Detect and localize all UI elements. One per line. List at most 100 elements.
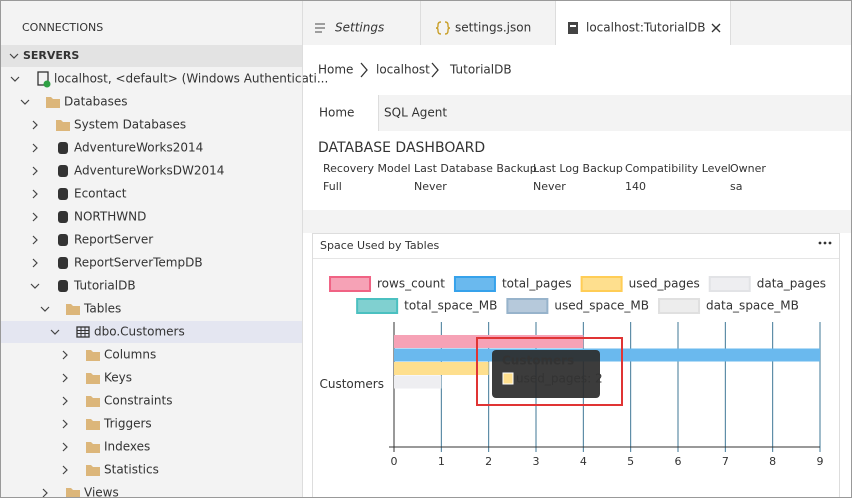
active-subtab[interactable] [303, 95, 378, 131]
dashboard-title: DATABASE DASHBOARD [318, 140, 485, 156]
tree-node[interactable]: TutorialDB [73, 279, 136, 293]
chevron [62, 373, 68, 383]
database-icon [58, 280, 68, 292]
active-tab[interactable] [555, 0, 730, 45]
legend-label: total_pages [502, 277, 572, 291]
more-button[interactable] [818, 241, 832, 245]
chevron [42, 488, 48, 498]
status-dot [43, 80, 51, 88]
tree-node[interactable]: AdventureWorks2014 [74, 141, 203, 155]
property-value: sa [730, 180, 742, 193]
close-button[interactable] [711, 23, 721, 33]
chevron [62, 350, 68, 360]
bar [394, 335, 584, 348]
tab[interactable]: settings.json [455, 21, 531, 35]
tree-node[interactable]: ReportServer [74, 233, 153, 247]
widget-title: Space Used by Tables [320, 239, 439, 252]
y-tick-label: Customers [319, 377, 384, 391]
selected-row [0, 321, 302, 343]
database-icon [58, 188, 68, 200]
subtab[interactable]: SQL Agent [384, 106, 447, 120]
property-value: Never [533, 180, 566, 193]
tree: localhost, <default> (Windows Authentica… [0, 71, 328, 498]
property-value: Full [323, 180, 342, 193]
tree-node[interactable]: Statistics [104, 463, 159, 477]
tree-node[interactable]: System Databases [74, 118, 186, 132]
chevron [62, 465, 68, 475]
tree-node[interactable]: NORTHWND [74, 210, 146, 224]
legend-swatch [329, 276, 372, 292]
folder-icon [86, 373, 100, 384]
subtab[interactable]: Home [319, 106, 354, 120]
chevron [32, 212, 38, 222]
database-icon [58, 234, 68, 246]
breadcrumb[interactable]: TutorialDB [449, 63, 512, 77]
subtab-bar [303, 95, 852, 131]
tree-node[interactable]: ReportServerTempDB [74, 256, 203, 270]
chevron [32, 189, 38, 199]
tree-node[interactable]: Econtact [74, 187, 127, 201]
chevron [50, 329, 60, 335]
settings-icon [315, 23, 325, 33]
x-tick-label: 9 [817, 455, 824, 468]
bar [394, 362, 489, 375]
database-icon [58, 211, 68, 223]
tree-node[interactable]: Triggers [103, 417, 152, 431]
chevron [32, 120, 38, 130]
tree-node[interactable]: Indexes [104, 440, 150, 454]
property-label: Owner [730, 162, 766, 175]
sidebar-title: CONNECTIONS [22, 21, 103, 34]
breadcrumb-chevron [431, 62, 439, 78]
x-tick-label: 4 [580, 455, 587, 468]
chevron [20, 99, 30, 105]
db-tab-icon [568, 22, 578, 34]
tree-node[interactable]: Tables [83, 302, 121, 316]
legend-swatch [658, 298, 701, 314]
legend-label: total_space_MB [404, 299, 497, 313]
tree-node[interactable]: Constraints [104, 394, 172, 408]
server-icon [37, 71, 49, 86]
tree-node[interactable]: Views [84, 486, 119, 498]
folder-icon [86, 396, 100, 407]
breadcrumb[interactable]: localhost [376, 63, 430, 77]
database-icon [58, 165, 68, 177]
chevron [32, 166, 38, 176]
legend-label: rows_count [377, 277, 445, 291]
chevron [32, 143, 38, 153]
x-tick-label: 6 [675, 455, 682, 468]
tree-node[interactable]: Keys [104, 371, 132, 385]
tree-node[interactable]: localhost, <default> (Windows Authentica… [54, 72, 328, 86]
table-icon [76, 326, 90, 338]
property-label: Recovery Model [323, 162, 411, 175]
chevron [9, 53, 19, 59]
tab[interactable]: localhost:TutorialDB [586, 21, 706, 35]
section-header[interactable] [0, 45, 302, 67]
tooltip-title: Customers [502, 354, 574, 368]
legend-label: data_space_MB [706, 299, 799, 313]
tree-node[interactable]: dbo.Customers [94, 325, 185, 339]
folder-icon [86, 465, 100, 476]
breadcrumb-chevron [360, 62, 368, 78]
property-label: Last Log Backup [533, 162, 623, 175]
breadcrumb[interactable]: Home [318, 63, 353, 77]
legend-label: used_pages [629, 277, 700, 291]
section-title: SERVERS [23, 49, 79, 62]
chevron [30, 283, 40, 289]
x-tick-label: 3 [533, 455, 540, 468]
database-icon [58, 257, 68, 269]
folder-icon [46, 97, 60, 108]
table-icon-grid [77, 327, 89, 337]
property-label: Compatibility Level [625, 162, 731, 175]
tree-node[interactable]: Databases [64, 95, 128, 109]
tree-node[interactable]: Columns [104, 348, 156, 362]
folder-icon [86, 419, 100, 430]
chart: 0 1 2 3 4 5 6 7 8 9 rows_count total_pages used_page… [319, 276, 826, 468]
folder-icon [86, 442, 100, 453]
tree-node[interactable]: AdventureWorksDW2014 [74, 164, 224, 178]
x-tick-label: 5 [627, 455, 634, 468]
legend-label: data_pages [757, 277, 826, 291]
chevron [32, 258, 38, 268]
tab[interactable]: Settings [335, 21, 384, 35]
property-value: Never [414, 180, 447, 193]
